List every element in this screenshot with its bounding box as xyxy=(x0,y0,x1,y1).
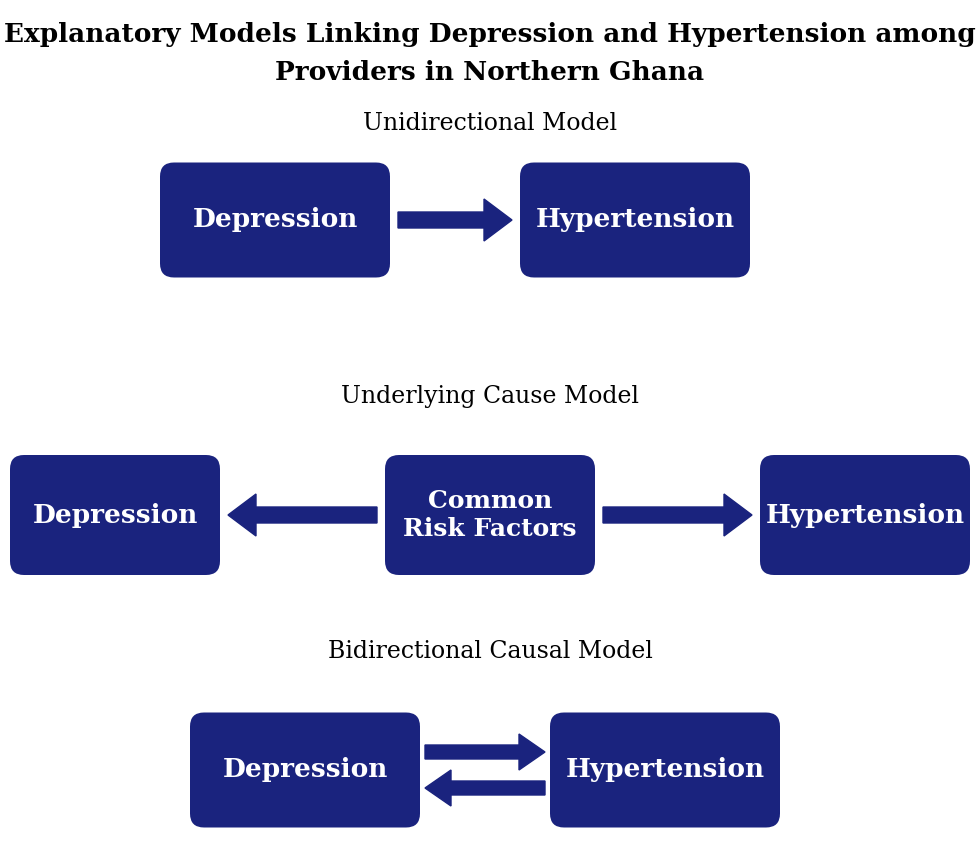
FancyBboxPatch shape xyxy=(550,713,780,827)
FancyArrow shape xyxy=(425,734,545,770)
Text: Explanatory Models Linking Depression and Hypertension among: Explanatory Models Linking Depression an… xyxy=(4,22,976,47)
Text: Providers in Northern Ghana: Providers in Northern Ghana xyxy=(275,60,705,85)
Text: Hypertension: Hypertension xyxy=(535,207,735,232)
FancyArrow shape xyxy=(425,770,545,806)
FancyBboxPatch shape xyxy=(160,162,390,277)
FancyBboxPatch shape xyxy=(520,162,750,277)
Text: Depression: Depression xyxy=(32,503,198,527)
FancyBboxPatch shape xyxy=(10,455,220,575)
FancyArrow shape xyxy=(398,199,512,241)
FancyArrow shape xyxy=(228,494,377,536)
Text: Depression: Depression xyxy=(222,758,388,783)
Text: Hypertension: Hypertension xyxy=(765,503,964,527)
FancyArrow shape xyxy=(603,494,752,536)
Text: Depression: Depression xyxy=(192,207,358,232)
Text: Unidirectional Model: Unidirectional Model xyxy=(363,112,617,135)
Text: Underlying Cause Model: Underlying Cause Model xyxy=(341,385,639,408)
FancyBboxPatch shape xyxy=(760,455,970,575)
Text: Bidirectional Causal Model: Bidirectional Causal Model xyxy=(327,640,653,663)
FancyBboxPatch shape xyxy=(190,713,420,827)
Text: Hypertension: Hypertension xyxy=(565,758,764,783)
Text: Common
Risk Factors: Common Risk Factors xyxy=(403,489,577,541)
FancyBboxPatch shape xyxy=(385,455,595,575)
